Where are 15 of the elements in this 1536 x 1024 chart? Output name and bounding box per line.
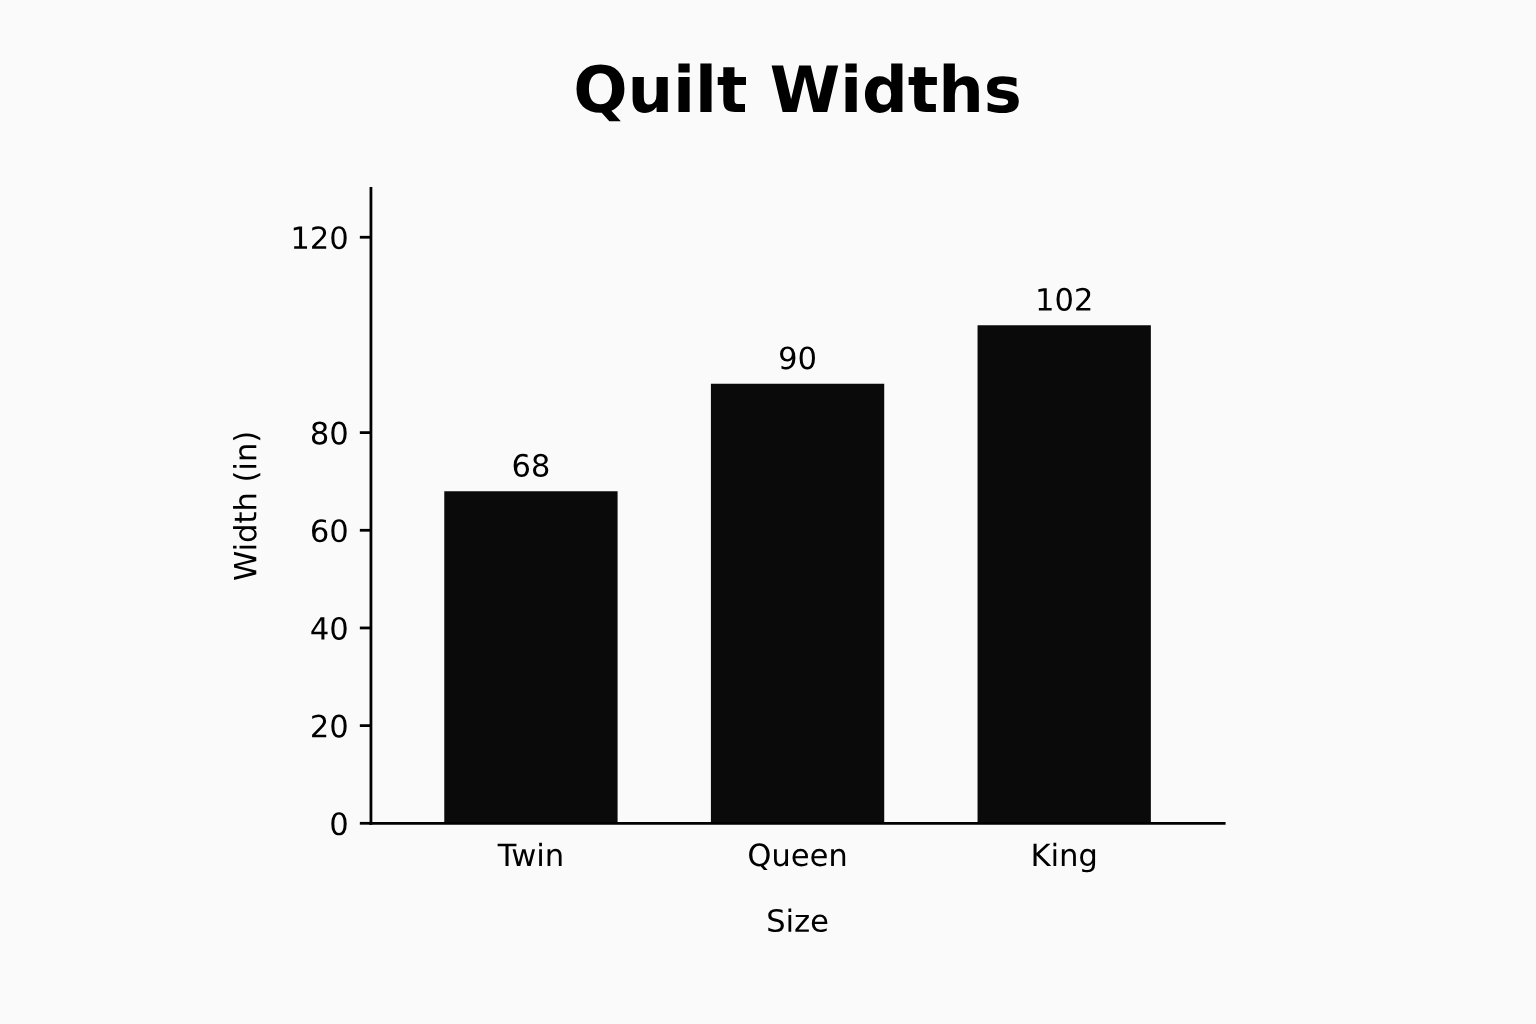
data-label: 102	[1038, 287, 1091, 311]
data-label: 90	[780, 346, 815, 370]
y-tick-label: 120	[293, 226, 347, 250]
x-tick-label: Queen	[749, 843, 846, 870]
y-tick-label: 80	[311, 421, 347, 445]
x-tick-label: Twin	[497, 842, 562, 866]
data-label: 68	[513, 453, 549, 477]
chart-title: Quilt Widths	[576, 63, 1019, 122]
y-tick-label: 60	[311, 519, 347, 543]
y-tick-label: 0	[331, 812, 347, 836]
x-tick-label: King	[1033, 842, 1096, 873]
x-axis-title: Size	[768, 908, 828, 933]
y-axis-title: Width (in)	[233, 433, 261, 580]
y-tick-label: 20	[312, 714, 347, 738]
y-tick-label: 40	[311, 616, 347, 640]
